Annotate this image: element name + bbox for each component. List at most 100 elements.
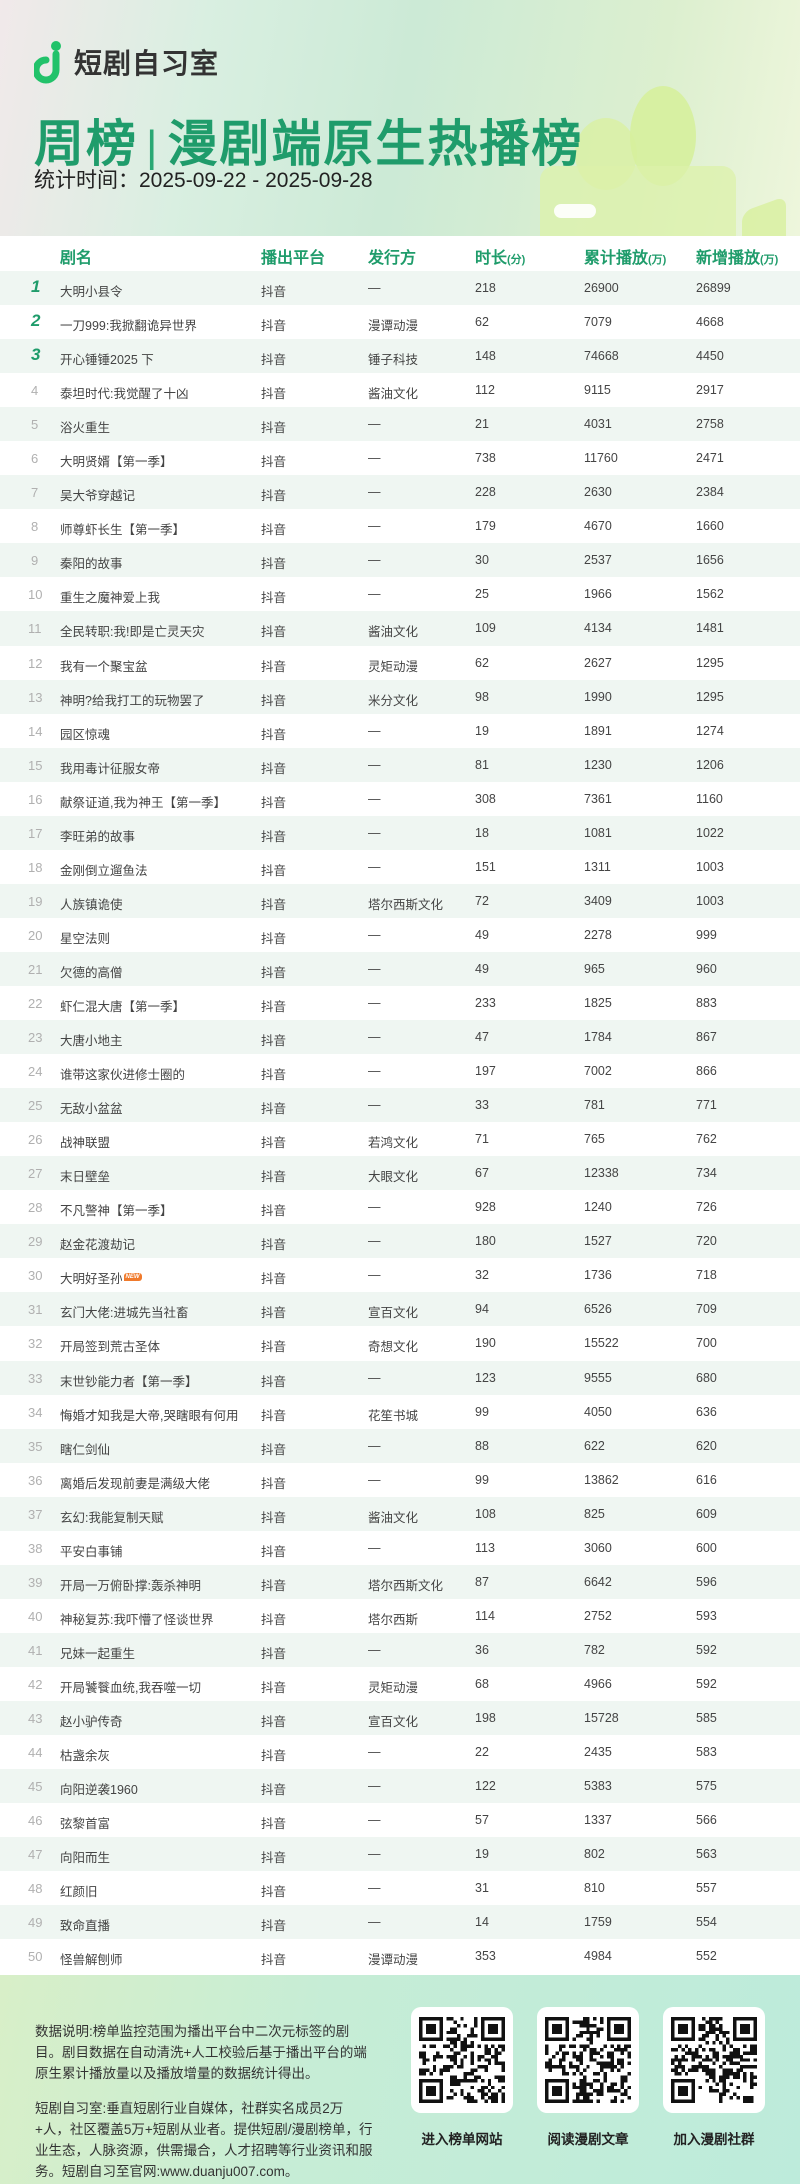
cell-rank: 33	[28, 1370, 43, 1386]
cell-duration: 31	[475, 1881, 489, 1896]
cell-new-plays: 552	[696, 1949, 717, 1964]
cell-total-plays: 1230	[584, 757, 612, 772]
cell-rank: 31	[28, 1302, 43, 1318]
cell-rank: 19	[28, 893, 43, 909]
cell-title: 大明贤婿【第一季】	[60, 455, 173, 470]
date-range: 2025-09-22 - 2025-09-28	[139, 169, 373, 192]
cell-publisher: —	[368, 1915, 381, 1930]
cell-duration: 228	[475, 485, 496, 500]
cell-new-plays: 2471	[696, 451, 724, 466]
cell-duration: 62	[475, 655, 489, 670]
cell-total-plays: 2435	[584, 1745, 612, 1760]
table-row: 7 吴大爷穿越记 抖音 — 228 2630 2384	[0, 475, 800, 510]
table-row: 29 赵金花渡劫记 抖音 — 180 1527 720	[0, 1224, 800, 1259]
qr-code-icon[interactable]	[411, 2007, 513, 2113]
cell-total-plays: 74668	[584, 349, 619, 364]
cell-rank: 35	[28, 1438, 43, 1454]
cell-new-plays: 1160	[696, 791, 723, 806]
cell-new-plays: 718	[696, 1268, 717, 1283]
column-header-title: 剧名	[60, 250, 93, 267]
cell-duration: 190	[475, 1336, 496, 1351]
cell-title: 开局签到荒古圣体	[60, 1340, 161, 1355]
cell-title: 大唐小地主	[60, 1034, 123, 1049]
cell-total-plays: 4031	[584, 417, 612, 432]
cell-publisher: —	[368, 1030, 381, 1045]
cell-new-plays: 2758	[696, 417, 724, 432]
cell-platform: 抖音	[261, 1544, 287, 1559]
cell-rank: 40	[28, 1608, 43, 1624]
cell-title: 金刚倒立遛鱼法	[60, 863, 148, 878]
cell-duration: 114	[475, 1608, 495, 1623]
cell-publisher: —	[368, 961, 381, 976]
cell-duration: 928	[475, 1200, 496, 1215]
cell-new-plays: 1206	[696, 757, 724, 772]
table-row: 11 全民转职:我!即是亡灵天灾 抖音 酱油文化 109 4134 1481	[0, 611, 800, 646]
cell-platform: 抖音	[261, 727, 287, 742]
cell-platform: 抖音	[261, 455, 287, 470]
table-row: 16 献祭证道,我为神王【第一季】 抖音 — 308 7361 1160	[0, 782, 800, 816]
cell-new-plays: 1562	[696, 587, 724, 602]
cell-title: 瞎仁剑仙	[60, 1442, 111, 1457]
cell-total-plays: 825	[584, 1506, 605, 1521]
cell-platform: 抖音	[261, 1578, 287, 1593]
cell-rank: 9	[31, 553, 39, 569]
cell-total-plays: 5383	[584, 1779, 612, 1794]
cell-duration: 94	[475, 1302, 489, 1317]
cell-publisher: —	[368, 1200, 381, 1215]
cell-publisher: 若鸿文化	[368, 1136, 419, 1151]
cell-new-plays: 883	[696, 995, 717, 1010]
cell-publisher: —	[368, 1540, 381, 1555]
table-row: 10 重生之魔神爱上我 抖音 — 25 1966 1562	[0, 577, 800, 611]
table-row: 47 向阳而生 抖音 — 19 802 563	[0, 1837, 800, 1872]
cell-new-plays: 1003	[696, 859, 724, 874]
cell-duration: 198	[475, 1710, 496, 1725]
qr-code-icon[interactable]	[663, 2007, 765, 2113]
table-row: 48 红颜旧 抖音 — 31 810 557	[0, 1871, 800, 1905]
cell-title: 我用毒计征服女帝	[60, 761, 161, 776]
table-row: 26 战神联盟 抖音 若鸿文化 71 765 762	[0, 1122, 800, 1156]
cell-total-plays: 9555	[584, 1370, 612, 1385]
cell-duration: 218	[475, 281, 496, 295]
cell-new-plays: 960	[696, 961, 717, 976]
cell-total-plays: 1527	[584, 1234, 612, 1249]
qr-code-icon[interactable]	[537, 2007, 639, 2113]
table-row: 6 大明贤婿【第一季】 抖音 — 738 11760 2471	[0, 441, 800, 475]
cell-title: 枯盏余灰	[60, 1749, 111, 1764]
cell-total-plays: 1759	[584, 1915, 612, 1930]
cell-publisher: 灵矩动漫	[368, 659, 419, 674]
column-header-new-plays: 新增播放(万)	[696, 250, 779, 267]
cell-new-plays: 999	[696, 927, 717, 942]
cell-title: 向阳逆袭1960	[60, 1783, 138, 1798]
cell-title: 怪兽解刨师	[60, 1953, 123, 1968]
cell-publisher: 米分文化	[368, 693, 419, 708]
cell-total-plays: 2278	[584, 927, 612, 942]
cell-duration: 99	[475, 1404, 489, 1419]
cell-platform: 抖音	[261, 1340, 287, 1355]
table-row: 40 神秘复苏:我吓懵了怪谈世界 抖音 塔尔西斯 114 2752 593	[0, 1599, 800, 1633]
cell-title: 人族镇诡使	[60, 897, 123, 912]
cell-new-plays: 1274	[696, 723, 724, 738]
cell-total-plays: 3409	[584, 893, 612, 908]
qr-code-label: 进入榜单网站	[421, 2132, 503, 2147]
cell-new-plays: 616	[696, 1472, 717, 1487]
cell-rank: 4	[31, 383, 39, 399]
table-row: 23 大唐小地主 抖音 — 47 1784 867	[0, 1020, 800, 1055]
cell-platform: 抖音	[261, 829, 287, 844]
table-row: 17 李旺弟的故事 抖音 — 18 1081 1022	[0, 815, 800, 850]
cell-publisher: —	[368, 723, 381, 738]
cell-platform: 抖音	[261, 1817, 287, 1832]
cell-rank: 26	[28, 1132, 43, 1148]
cell-new-plays: 4450	[696, 349, 724, 364]
cell-publisher: 奇想文化	[368, 1340, 419, 1355]
cell-platform: 抖音	[261, 319, 287, 334]
cell-publisher: —	[368, 1234, 381, 1249]
cell-total-plays: 26900	[584, 281, 619, 295]
cell-new-plays: 726	[696, 1200, 717, 1215]
cell-publisher: —	[368, 281, 381, 295]
cell-title: 浴火重生	[60, 421, 111, 436]
cell-publisher: —	[368, 757, 381, 772]
cell-platform: 抖音	[261, 1272, 287, 1287]
cell-platform: 抖音	[261, 659, 287, 674]
cell-publisher: 宣百文化	[368, 1306, 419, 1321]
cell-title: 平安白事铺	[60, 1544, 123, 1559]
